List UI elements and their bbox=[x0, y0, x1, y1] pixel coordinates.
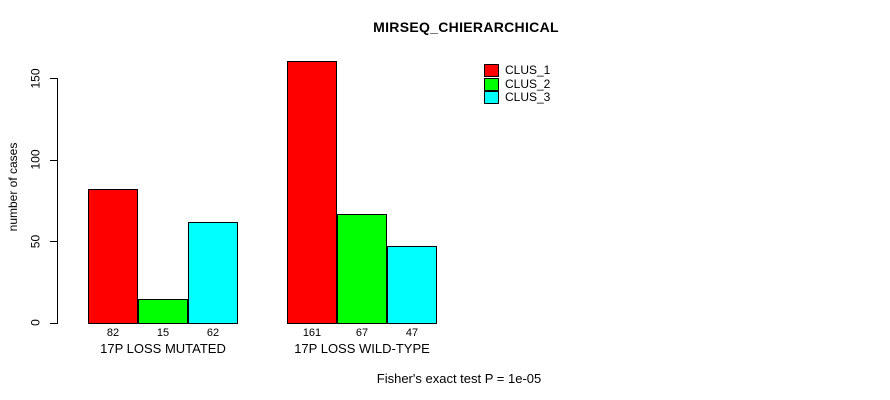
legend-item: CLUS_3 bbox=[484, 91, 550, 105]
bar-clus1-group2 bbox=[287, 61, 337, 324]
bar-value-label: 62 bbox=[206, 327, 220, 339]
y-axis-label: number of cases bbox=[6, 142, 20, 232]
legend-item: CLUS_1 bbox=[484, 64, 550, 78]
bar-value-label: 47 bbox=[405, 327, 419, 339]
legend-label: CLUS_3 bbox=[505, 90, 551, 105]
bar-clus2-group1 bbox=[138, 299, 188, 324]
bar-value-label: 82 bbox=[106, 327, 120, 339]
bar-value-label: 67 bbox=[355, 327, 369, 339]
y-tick-label: 150 bbox=[28, 68, 43, 89]
legend-item: CLUS_2 bbox=[484, 76, 551, 92]
bar-value-label: 161 bbox=[302, 327, 322, 339]
stat-annotation: Fisher's exact test P = 1e-05 bbox=[376, 371, 542, 386]
y-axis-line bbox=[57, 78, 58, 323]
bar-clus3-group1 bbox=[188, 222, 238, 324]
y-tick bbox=[50, 241, 58, 242]
legend-label: CLUS_2 bbox=[505, 76, 551, 91]
legend-swatch bbox=[484, 77, 499, 91]
bar-clus3-group2 bbox=[387, 246, 437, 324]
bar-clus1-group1 bbox=[88, 189, 138, 324]
y-tick-label: 50 bbox=[28, 234, 43, 249]
y-tick bbox=[50, 160, 58, 161]
y-tick bbox=[50, 323, 58, 324]
legend-swatch bbox=[484, 91, 499, 105]
bar-value-label: 15 bbox=[156, 327, 170, 339]
y-tick-label: 0 bbox=[28, 319, 43, 326]
legend-swatch bbox=[484, 64, 499, 78]
bar-clus2-group2 bbox=[337, 214, 387, 324]
x-category-label: 17P LOSS MUTATED bbox=[100, 341, 226, 356]
y-tick bbox=[50, 78, 58, 79]
y-tick-label: 100 bbox=[28, 149, 43, 170]
chart-title: MIRSEQ_CHIERARCHICAL bbox=[373, 19, 559, 35]
legend: CLUS_1 CLUS_2 CLUS_3 bbox=[484, 64, 550, 105]
legend-label: CLUS_1 bbox=[505, 63, 551, 78]
x-category-label: 17P LOSS WILD-TYPE bbox=[294, 341, 430, 356]
